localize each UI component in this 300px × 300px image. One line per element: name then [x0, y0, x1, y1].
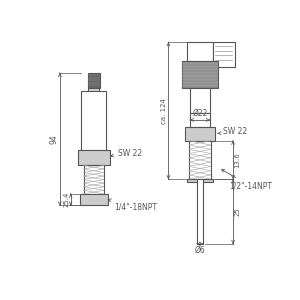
Text: 1/2"-14NPT: 1/2"-14NPT — [222, 169, 272, 191]
Bar — [197, 179, 203, 244]
Bar — [88, 73, 100, 88]
Bar — [77, 150, 110, 165]
Text: 25.4: 25.4 — [63, 192, 69, 207]
Bar — [190, 88, 210, 113]
Bar — [213, 42, 235, 67]
Text: 25: 25 — [235, 207, 241, 216]
Bar — [88, 88, 99, 91]
Bar — [81, 91, 106, 150]
Text: 1/4"-18NPT: 1/4"-18NPT — [108, 199, 157, 211]
Bar — [189, 141, 211, 179]
Text: Ø6: Ø6 — [195, 246, 205, 255]
Text: ca. 124: ca. 124 — [161, 98, 167, 124]
Text: 94: 94 — [49, 134, 58, 144]
Text: SW 22: SW 22 — [111, 148, 142, 158]
Bar — [184, 127, 215, 141]
Bar — [187, 42, 213, 62]
Text: SW 22: SW 22 — [218, 127, 247, 136]
Bar — [182, 61, 218, 88]
Bar — [187, 179, 213, 182]
Bar — [190, 113, 210, 127]
Text: Ø22: Ø22 — [192, 109, 208, 118]
Text: 13.6: 13.6 — [235, 152, 241, 168]
Bar — [84, 165, 104, 194]
Bar — [80, 194, 108, 206]
